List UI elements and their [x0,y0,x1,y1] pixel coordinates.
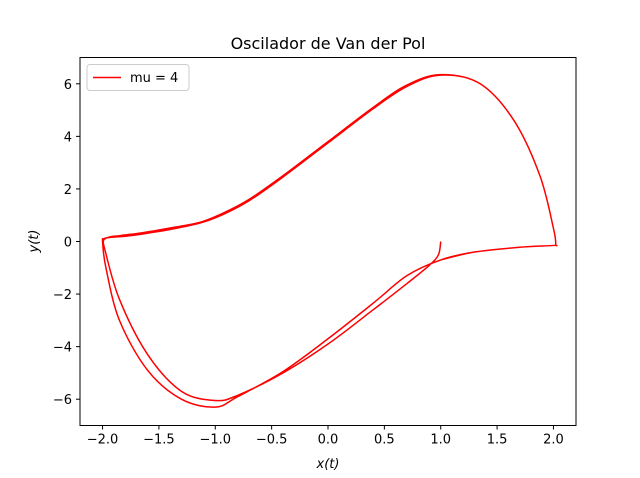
x-tick-label: −1.5 [143,433,175,448]
x-tick-label: 2.0 [543,433,564,448]
legend-label: mu = 4 [130,71,178,86]
y-tick-label: −2 [53,288,72,303]
legend: mu = 4 [86,64,190,91]
y-tick-label: 4 [64,130,72,145]
x-tick-label: 0.5 [374,433,395,448]
y-tick-label: 2 [64,183,72,198]
series-layer [101,73,558,408]
x-tick-label: −0.5 [256,433,288,448]
x-tick-label: 1.0 [430,433,451,448]
series-line-0 [101,73,558,408]
y-axis-label: y(t) [27,230,42,254]
y-tick-label: 6 [64,78,72,93]
legend-box [86,64,190,91]
y-axis: −6 −4 −2 0 2 4 6 [53,78,80,408]
x-tick-label: −2.0 [87,433,119,448]
y-tick-label: 0 [64,236,72,251]
x-tick-label: 1.5 [487,433,508,448]
y-tick-label: −6 [53,393,72,408]
chart-title: Oscilador de Van der Pol [231,34,426,53]
x-axis-label: x(t) [316,457,340,472]
x-tick-label: 0.0 [318,433,339,448]
x-tick-label: −1.0 [199,433,231,448]
y-tick-label: −4 [53,341,72,356]
x-axis: −2.0 −1.5 −1.0 −0.5 0.0 0.5 1.0 1.5 2.0 [87,425,564,448]
